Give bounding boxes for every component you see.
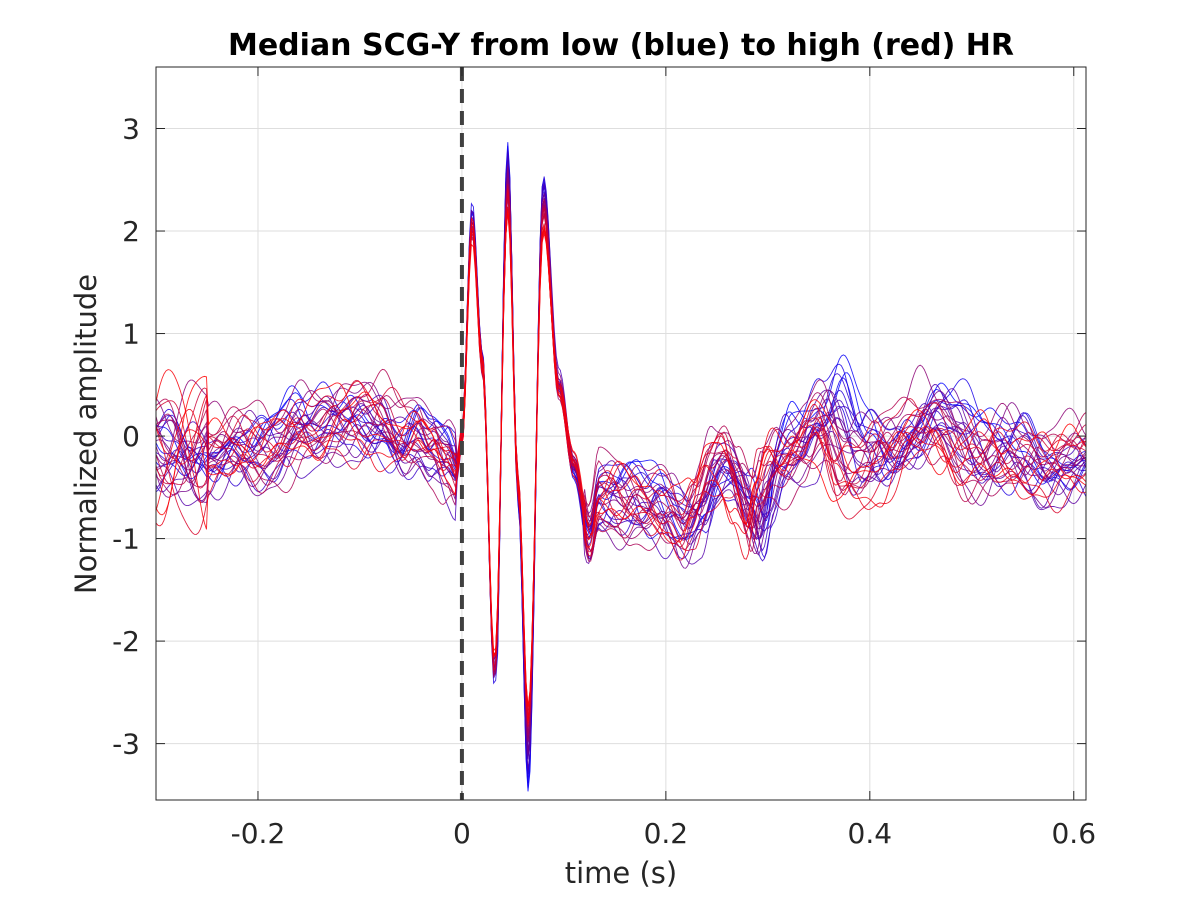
x-tick-label: 0.2 <box>644 817 689 850</box>
y-tick-label: -1 <box>112 523 140 556</box>
ticks: -0.2 0 0.2 0.4 0.6 3 2 1 0 -1 -2 -3 <box>112 67 1096 850</box>
scg-trace <box>155 207 1087 727</box>
x-tick-label: 0.6 <box>1051 817 1096 850</box>
scg-trace <box>155 208 1087 720</box>
scg-trace <box>155 177 1087 741</box>
y-axis-label: Normalized amplitude <box>69 274 103 594</box>
scg-trace <box>155 191 1087 722</box>
scg-trace <box>155 184 1087 731</box>
scg-trace <box>155 151 1087 788</box>
y-tick-label: -2 <box>112 625 140 658</box>
scg-trace <box>155 210 1087 707</box>
grid <box>156 67 1086 800</box>
scg-trace <box>155 209 1087 707</box>
y-tick-label: 0 <box>122 420 140 453</box>
traces <box>155 142 1087 792</box>
chart-title: Median SCG-Y from low (blue) to high (re… <box>228 28 1014 63</box>
scg-trace <box>155 189 1087 711</box>
scg-trace <box>155 185 1087 742</box>
axes-box <box>155 66 1087 801</box>
scg-trace <box>155 212 1087 722</box>
x-tick-label: 0 <box>453 817 471 850</box>
y-tick-label: 3 <box>122 113 140 146</box>
y-tick-label: 2 <box>122 215 140 248</box>
x-axis-label: time (s) <box>565 856 677 890</box>
scg-trace <box>155 185 1087 720</box>
x-tick-label: -0.2 <box>231 817 286 850</box>
scg-trace <box>155 193 1087 724</box>
scg-trace <box>155 184 1087 720</box>
x-tick-label: 0.4 <box>848 817 893 850</box>
y-tick-label: 1 <box>122 318 140 351</box>
y-tick-label: -3 <box>112 728 140 761</box>
